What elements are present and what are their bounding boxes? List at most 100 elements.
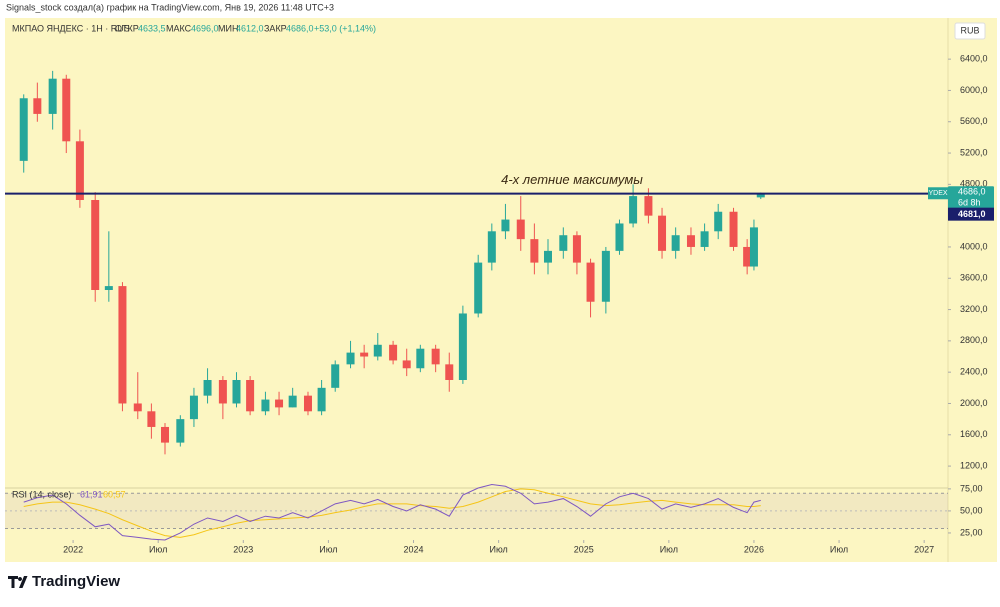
candle-body bbox=[559, 235, 568, 251]
candle-body bbox=[749, 227, 758, 267]
candle-body bbox=[91, 200, 100, 290]
x-tick-label: Июл bbox=[830, 544, 848, 554]
candle-body bbox=[686, 235, 695, 247]
y-tick-label: 4800,0 bbox=[960, 179, 988, 189]
candle-body bbox=[104, 286, 113, 290]
candle-body bbox=[48, 78, 57, 114]
open-label: ОТКР bbox=[115, 23, 139, 33]
rsi-line bbox=[23, 483, 761, 541]
candle-body bbox=[501, 219, 510, 232]
x-tick-label: 2027 bbox=[914, 544, 934, 554]
candle-body bbox=[416, 348, 425, 369]
brand-logo bbox=[8, 576, 28, 588]
y-tick-label: 5600,0 bbox=[960, 116, 988, 126]
candle-body bbox=[402, 360, 411, 369]
candle-body bbox=[389, 344, 398, 361]
candle-body bbox=[743, 246, 752, 267]
candle-body bbox=[246, 380, 255, 412]
candle-body bbox=[161, 426, 170, 443]
candle-body bbox=[572, 235, 581, 263]
last-price: 4686,0 bbox=[958, 187, 986, 197]
currency-box bbox=[954, 22, 986, 40]
y-tick-label: 2000,0 bbox=[960, 398, 988, 408]
candle-body bbox=[700, 231, 709, 247]
y-tick-label: 1600,0 bbox=[960, 429, 988, 439]
candle-body bbox=[431, 348, 440, 365]
candle-body bbox=[373, 344, 382, 357]
y-tick-label: 6000,0 bbox=[960, 85, 988, 95]
candle-body bbox=[62, 78, 71, 142]
ticker: YDEX bbox=[928, 190, 947, 197]
y-tick-label: 2400,0 bbox=[960, 367, 988, 377]
y-tick-label: 2800,0 bbox=[960, 335, 988, 345]
candle-body bbox=[33, 98, 42, 114]
candle-body bbox=[487, 231, 496, 263]
x-tick-label: Июл bbox=[149, 544, 167, 554]
x-tick-label: Июл bbox=[660, 544, 678, 554]
y-tick-label: 6400,0 bbox=[960, 54, 988, 64]
change: +53,0 (+1,14%) bbox=[314, 23, 376, 33]
candle-body bbox=[658, 215, 667, 251]
candle-body bbox=[232, 380, 241, 404]
x-tick-label: 2024 bbox=[404, 544, 424, 554]
candle-body bbox=[133, 403, 142, 412]
rsi-ma-line bbox=[23, 488, 761, 538]
candle-body bbox=[530, 239, 539, 263]
annotation: 4-х летние максимумы bbox=[501, 172, 643, 187]
candle-body bbox=[303, 395, 312, 412]
candle-body bbox=[118, 286, 127, 404]
y-tick-label: 1200,0 bbox=[960, 460, 988, 470]
attribution: Signals_stock создал(а) график на Tradin… bbox=[6, 2, 334, 12]
candle-body bbox=[360, 352, 369, 357]
y-tick-label: 3600,0 bbox=[960, 273, 988, 283]
close-label: ЗАКР bbox=[264, 23, 287, 33]
brand: TradingView bbox=[32, 573, 120, 590]
y-tick-label: 3200,0 bbox=[960, 304, 988, 314]
x-tick-label: 2022 bbox=[63, 544, 83, 554]
high-label: МАКС bbox=[166, 23, 192, 33]
candle-body bbox=[331, 364, 340, 388]
candle-body bbox=[474, 262, 483, 314]
level-label: 4681,0 bbox=[958, 209, 986, 219]
candle-body bbox=[586, 262, 595, 302]
level-box bbox=[948, 207, 994, 221]
candle-body bbox=[714, 211, 723, 232]
candle-body bbox=[189, 395, 198, 420]
candle-body bbox=[615, 223, 624, 251]
candle-body bbox=[644, 196, 653, 216]
open-value: 4633,5 bbox=[138, 23, 166, 33]
candle-body bbox=[671, 235, 680, 251]
close-value: 4686,0 bbox=[286, 23, 314, 33]
candle-body bbox=[203, 380, 212, 396]
low-value: 4612,0 bbox=[236, 23, 264, 33]
rsi-tick-label: 50,00 bbox=[960, 505, 983, 515]
ticker-box bbox=[928, 187, 948, 200]
candle-body bbox=[75, 141, 84, 200]
candle-body bbox=[317, 387, 326, 412]
candle-body bbox=[288, 395, 297, 408]
chart-background bbox=[5, 18, 997, 562]
candle-body bbox=[346, 352, 355, 365]
candle-body bbox=[458, 313, 467, 380]
last-price-box bbox=[948, 186, 994, 211]
candle-body bbox=[601, 250, 610, 302]
candle-body bbox=[261, 399, 270, 412]
rsi-tick-label: 25,00 bbox=[960, 527, 983, 537]
candle-body bbox=[756, 193, 765, 198]
countdown: 6d 8h bbox=[958, 198, 981, 208]
candle-body bbox=[543, 250, 552, 263]
symbol: МКПАО ЯНДЕКС · 1Н · RUS bbox=[12, 23, 130, 33]
candle-body bbox=[629, 196, 638, 224]
candle-body bbox=[176, 419, 185, 443]
rsi-ma-value: 60,57 bbox=[103, 489, 126, 499]
candle-body bbox=[147, 411, 156, 427]
candle-body bbox=[445, 364, 454, 380]
currency: RUB bbox=[960, 25, 979, 35]
low-label: МИН bbox=[218, 23, 238, 33]
x-tick-label: 2026 bbox=[744, 544, 764, 554]
rsi-value: 61,91 bbox=[80, 489, 103, 499]
x-tick-label: Июл bbox=[319, 544, 337, 554]
candle-body bbox=[275, 399, 284, 408]
